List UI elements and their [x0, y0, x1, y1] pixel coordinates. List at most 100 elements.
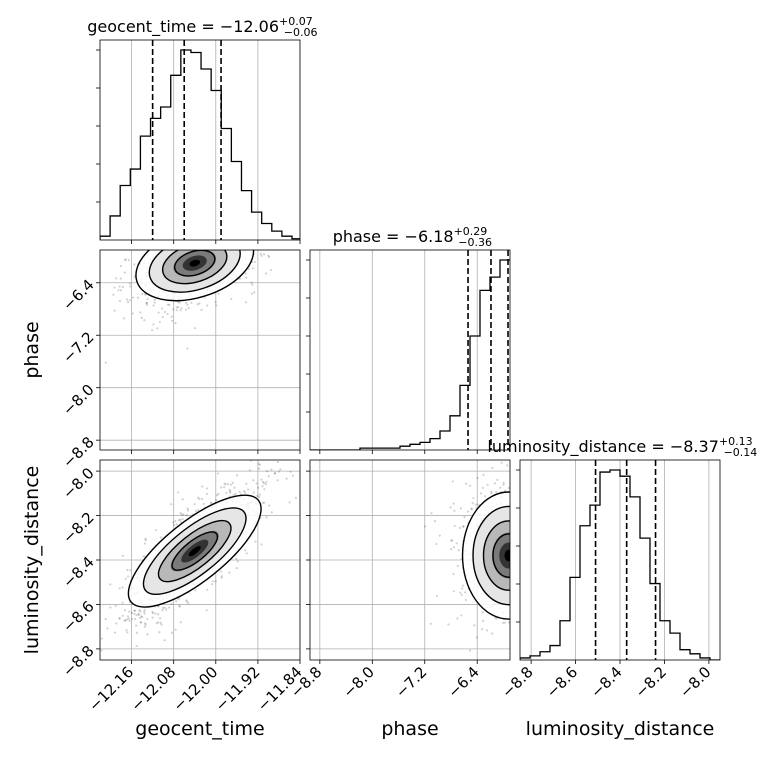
scatter-point [516, 489, 518, 491]
scatter-point [186, 347, 189, 350]
scatter-point [555, 566, 557, 568]
scatter-point [228, 488, 231, 491]
scatter-point [565, 499, 567, 501]
panel-frame [99, 249, 301, 451]
scatter-point [157, 613, 160, 616]
scatter-point [541, 566, 543, 568]
scatter-point [528, 541, 530, 543]
scatter-point [533, 561, 535, 563]
scatter-point [532, 556, 534, 558]
hist-bin [110, 216, 120, 240]
scatter-point [159, 536, 162, 539]
x-tick-label: −8.0 [676, 663, 714, 701]
scatter-point [273, 472, 277, 475]
scatter-point [185, 599, 188, 602]
scatter-point [546, 494, 548, 496]
scatter-point [524, 609, 526, 611]
scatter-point [121, 586, 124, 589]
scatter-point [541, 536, 543, 538]
scatter-point [267, 475, 270, 478]
scatter-point [532, 512, 534, 514]
hist-bin [201, 69, 211, 240]
scatter-point [170, 315, 173, 318]
scatter-point [535, 543, 537, 545]
scatter-point [550, 591, 552, 593]
scatter-point [538, 573, 540, 575]
scatter-point [241, 242, 243, 244]
scatter-point [523, 470, 525, 472]
hist-bin [231, 161, 241, 240]
scatter-point [143, 608, 146, 611]
contour-line [148, 250, 241, 293]
title-prefix: geocent_time = [87, 17, 220, 37]
scatter-point [535, 578, 537, 580]
hist-bin [570, 577, 580, 660]
scatter-point [545, 495, 547, 497]
scatter-point [161, 307, 164, 310]
scatter-point [177, 519, 181, 522]
scatter-point [512, 597, 514, 599]
scatter-point [511, 591, 513, 593]
scatter-point [522, 581, 524, 583]
scatter-point [265, 480, 268, 483]
scatter-point [548, 580, 550, 582]
scatter-point [534, 518, 536, 520]
scatter-point [514, 566, 516, 568]
scatter-point [244, 272, 247, 275]
scatter-point [191, 246, 193, 248]
scatter-point [238, 244, 240, 246]
scatter-point [516, 473, 518, 475]
scatter-point [579, 504, 581, 506]
scatter-point [276, 460, 280, 464]
scatter-point [515, 533, 517, 535]
scatter-point [529, 479, 531, 481]
hist-bin [181, 50, 191, 240]
scatter-point [126, 615, 130, 618]
scatter-point [517, 511, 519, 513]
scatter-point [517, 578, 519, 580]
scatter-point [179, 309, 182, 312]
scatter-point [268, 217, 270, 219]
scatter-point [511, 554, 513, 556]
scatter-point [198, 302, 201, 305]
scatter-point [205, 609, 208, 612]
scatter-point [286, 451, 288, 453]
scatter-point [513, 529, 515, 531]
density-level [188, 546, 201, 557]
scatter-point [516, 530, 518, 532]
scatter-point [125, 618, 129, 621]
scatter-point [521, 543, 523, 545]
scatter-point [514, 537, 516, 539]
scatter-point [205, 487, 209, 490]
scatter-point [220, 575, 223, 578]
scatter-point [239, 246, 241, 248]
density-geocent_time-phase [104, 217, 273, 364]
x-axis-label-luminosity_distance: luminosity_distance [526, 718, 715, 740]
scatter-point [161, 315, 164, 319]
scatter-point [549, 524, 551, 526]
scatter-point [524, 526, 526, 528]
scatter-point [214, 580, 217, 583]
scatter-point [511, 574, 513, 576]
scatter-point [192, 247, 194, 249]
scatter-point [510, 561, 512, 563]
scatter-point [522, 613, 524, 615]
scatter-point [143, 625, 146, 628]
scatter-point [521, 519, 523, 521]
histogram-geocent_time [100, 40, 300, 240]
scatter-point [202, 502, 205, 506]
scatter-point [435, 542, 438, 546]
scatter-point [510, 597, 512, 599]
scatter-point [177, 598, 180, 601]
scatter-point [137, 613, 140, 616]
scatter-point [536, 570, 538, 572]
scatter-point [165, 608, 168, 611]
scatter-point [464, 591, 467, 594]
scatter-point [261, 485, 264, 488]
scatter-point [144, 623, 147, 626]
scatter-point [132, 247, 134, 249]
scatter-point [521, 583, 523, 585]
scatter-point [533, 572, 535, 574]
scatter-point [500, 461, 503, 464]
scatter-point [512, 604, 514, 606]
